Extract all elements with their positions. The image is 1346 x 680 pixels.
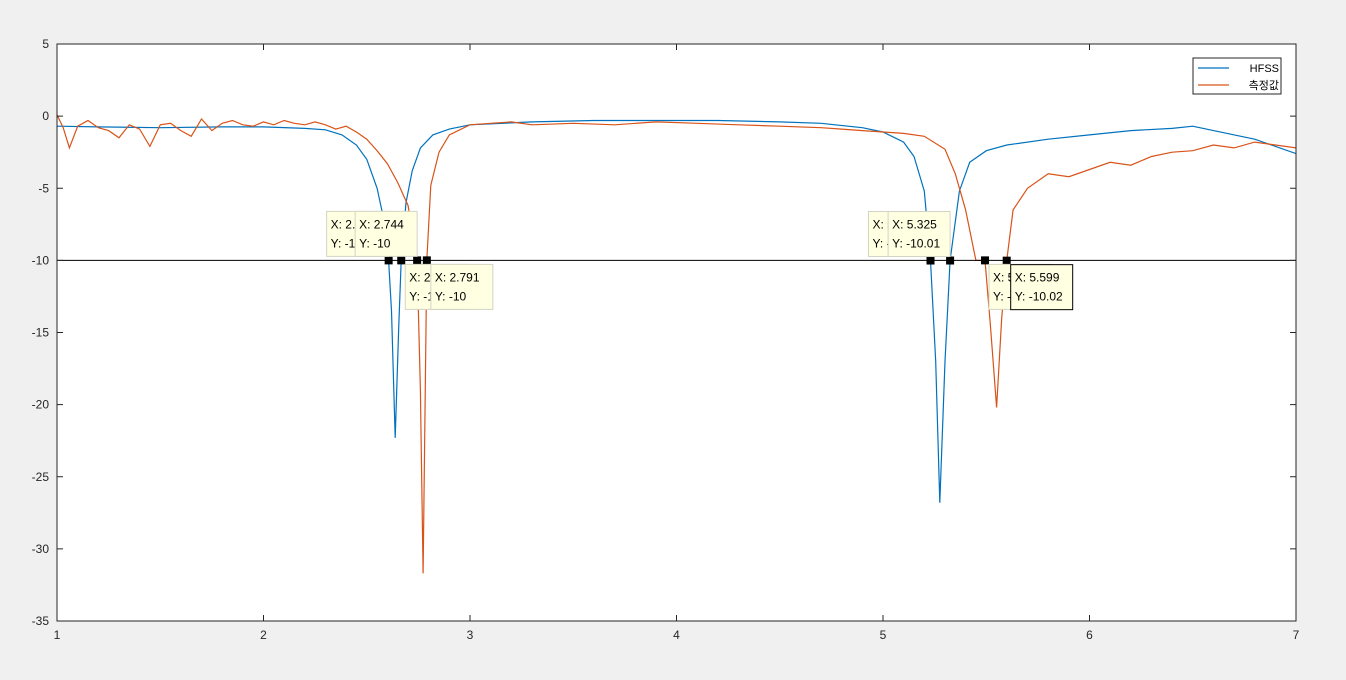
datatip[interactable]: X: 5.325 Y: -10.01 xyxy=(887,211,951,258)
datatip[interactable]: X: 5.599 Y: -10.02 xyxy=(1010,264,1074,311)
legend[interactable]: HFSS 측정값 xyxy=(1192,57,1282,95)
x-tick-label: 1 xyxy=(54,628,61,642)
datatip-x-text: X: 2.744 xyxy=(359,217,404,231)
datatip-marker[interactable] xyxy=(384,256,393,265)
y-tick-label: 5 xyxy=(42,37,49,51)
datatip-box xyxy=(430,263,494,310)
axis-ticks: 1 2 3 4 5 6 7 5 0 -5 -10 -15 -20 -25 -30 -35 xyxy=(32,37,1300,642)
y-tick-label: -35 xyxy=(32,614,50,628)
x-tick-label: 5 xyxy=(880,628,887,642)
datatip-y-text: Y: -10.01 xyxy=(892,237,940,251)
datatip[interactable]: X: 2.744 Y: -10 xyxy=(354,210,418,257)
series-line-1[interactable] xyxy=(57,114,1296,574)
datatip-marker[interactable] xyxy=(926,256,935,265)
y-tick-label: -20 xyxy=(32,398,50,412)
x-tick-label: 3 xyxy=(467,628,474,642)
legend-entry: 측정값 xyxy=(1249,79,1279,92)
datatip-y-text: Y: -10 xyxy=(331,236,363,250)
datatip-marker[interactable] xyxy=(946,256,955,265)
datatip-box xyxy=(1010,264,1074,311)
y-tick-label: -25 xyxy=(32,470,50,484)
plot-area xyxy=(57,114,1296,574)
legend-box xyxy=(1192,57,1282,95)
y-tick-label: -15 xyxy=(32,326,50,340)
y-tick-label: -5 xyxy=(38,181,49,195)
datatip-box xyxy=(354,210,418,257)
datatip-x-text: X: 5.325 xyxy=(892,218,937,232)
series-line-0[interactable] xyxy=(57,119,1296,503)
axes-background[interactable] xyxy=(57,44,1296,621)
datatip-marker[interactable] xyxy=(981,256,990,265)
datatip-marker[interactable] xyxy=(413,256,422,265)
x-tick-label: 2 xyxy=(260,628,267,642)
datatip-x-text: X: 5.599 xyxy=(1015,271,1060,285)
datatip-marker[interactable] xyxy=(1002,256,1011,265)
y-tick-label: -10 xyxy=(32,253,50,267)
y-tick-label: 0 xyxy=(42,109,49,123)
datatip-y-text: Y: -10 xyxy=(359,236,391,250)
datatip-marker[interactable] xyxy=(422,256,431,265)
legend-entry: HFSS xyxy=(1250,63,1279,75)
datatip-y-text: Y: -10.02 xyxy=(1015,290,1063,304)
x-tick-label: 4 xyxy=(673,628,680,642)
datatip-markers xyxy=(384,256,1011,265)
datatip-y-text: Y: -10 xyxy=(435,289,467,303)
y-tick-label: -30 xyxy=(32,542,50,556)
datatip[interactable]: X: 2.791 Y: -10 xyxy=(430,263,494,310)
datatip-box xyxy=(887,211,951,258)
x-tick-label: 7 xyxy=(1293,628,1300,642)
datatip-marker[interactable] xyxy=(397,256,406,265)
datatip-x-text: X: 2.791 xyxy=(435,270,480,284)
x-tick-label: 6 xyxy=(1086,628,1093,642)
